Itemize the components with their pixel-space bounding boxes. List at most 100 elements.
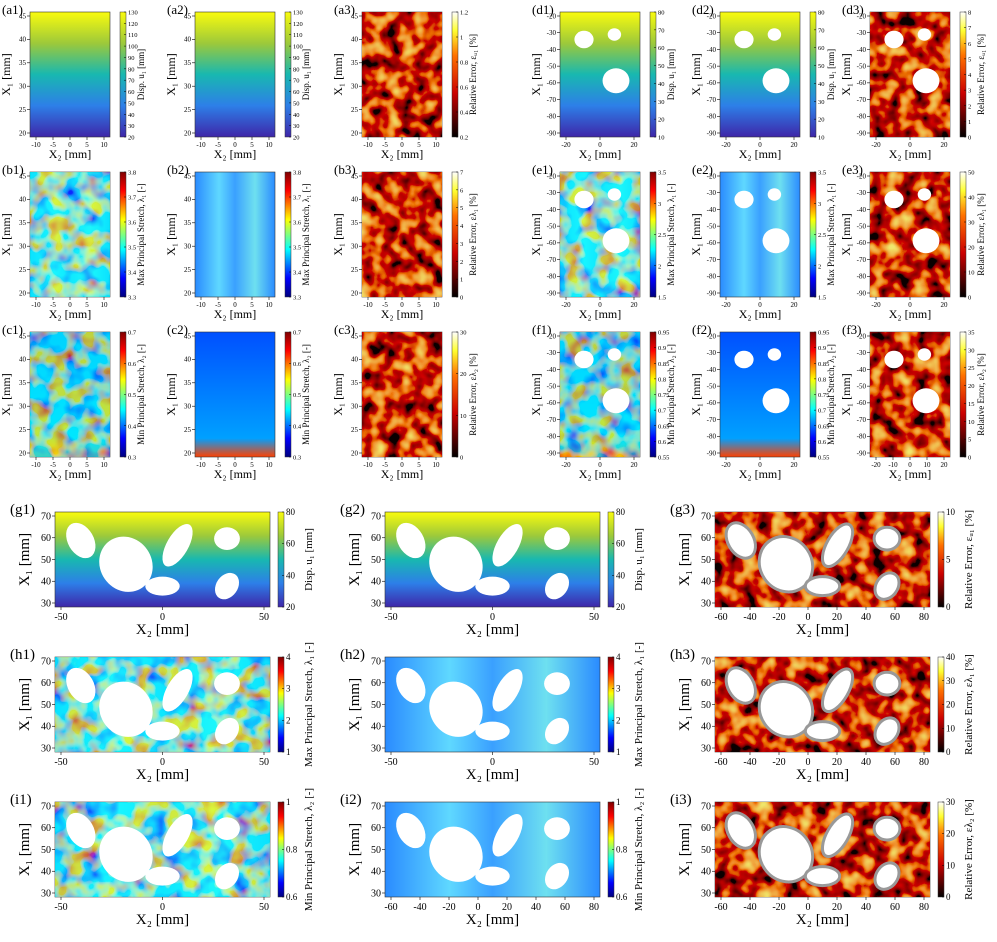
colorbar-tick-label: 3.5	[658, 170, 666, 177]
x-tick-label: -20	[561, 141, 571, 149]
hole	[734, 350, 754, 369]
y-tick-label: -50	[547, 382, 557, 390]
colorbar-tick-label: 70	[293, 78, 300, 85]
colorbar-tick-label: 70	[818, 27, 825, 34]
colorbar	[649, 11, 657, 138]
y-axis-label: X₁ [mm]	[689, 373, 703, 416]
y-axis-label: X₁ [mm]	[331, 53, 345, 96]
colorbar-tick-label: 7	[968, 25, 972, 32]
y-tick-label: -40	[547, 46, 557, 54]
y-tick-label: 40	[371, 867, 381, 878]
y-tick-label: 40	[184, 196, 192, 204]
panel: -20 0 20 -90 -80 -70 -60 -50 -40 -30 -20 X₂ [mm] X₁ …	[529, 162, 676, 321]
colorbar-tick-label: 3	[818, 201, 821, 208]
y-tick-label: -80	[857, 433, 867, 441]
y-tick-label: -90	[547, 449, 557, 457]
colorbar-label: Max Principal Stretch, λ₁ [-]	[666, 183, 676, 285]
colorbar-tick-label: 6	[460, 187, 464, 194]
panel-label: (b1)	[2, 162, 24, 177]
x-tick-label: -10	[196, 461, 206, 469]
colorbar-tick-label: 0.3	[293, 455, 301, 462]
x-tick-label: 20	[791, 461, 799, 469]
colorbar-tick-label: 5	[460, 205, 463, 212]
colorbar-tick-label: 0.55	[658, 455, 669, 462]
colorbar-tick-label: 0.95	[658, 330, 669, 337]
hole	[820, 522, 855, 569]
colorbar-label: Relative Error, ελ₁ [%]	[963, 654, 975, 755]
colorbar	[937, 801, 945, 898]
y-tick-label: 40	[184, 36, 192, 44]
hole	[767, 348, 782, 361]
y-tick-label: -50	[857, 62, 867, 70]
hole	[429, 681, 483, 737]
y-tick-label: 30	[371, 743, 381, 754]
y-tick-label: 50	[371, 700, 381, 711]
y-tick-label: -70	[547, 96, 557, 104]
colorbar-tick-label: 60	[616, 539, 626, 549]
panel-label: (e2)	[692, 162, 713, 177]
colorbar-tick-label: 0.65	[818, 423, 829, 430]
colorbar-tick-label: 80	[818, 10, 825, 17]
x-tick-label: 0	[68, 141, 72, 149]
hole	[820, 667, 855, 714]
y-tick-label: -30	[547, 349, 557, 357]
x-tick-label: 0	[758, 141, 762, 149]
colorbar-tick-label: 20	[286, 602, 296, 612]
y-axis-label: X₁ [mm]	[347, 823, 363, 876]
x-tick-label: -5	[382, 461, 388, 469]
colorbar-tick-label: 40	[946, 652, 956, 662]
colorbar-label: Disp. u₁ [mm]	[666, 49, 676, 100]
x-axis-label: X₂ [mm]	[466, 767, 519, 783]
y-axis-label: X₁ [mm]	[689, 213, 703, 256]
colorbar-label: Min Principal Stretch, λ₂ [-]	[826, 344, 836, 445]
x-tick-label: -50	[54, 757, 67, 768]
x-axis-label: X₂ [mm]	[49, 467, 92, 481]
panel: -50 0 50 30 40 50 60 70 X₂ [mm] X₁ [mm] (i1) 0.6 0.8…	[10, 788, 315, 928]
colorbar-tick-label: 1.5	[818, 295, 826, 302]
x-tick-label: -60	[714, 612, 727, 623]
x-tick-label: -50	[54, 612, 67, 623]
colorbar-tick-label: 30	[946, 676, 956, 686]
colorbar-tick-label: 80	[293, 66, 300, 73]
y-tick-label: 60	[371, 533, 381, 544]
hole	[162, 668, 193, 712]
x-tick-label: -5	[382, 141, 388, 149]
colorbar-tick-label: 90	[293, 55, 300, 62]
colorbar-tick-label: 3.4	[293, 270, 302, 277]
colorbar-tick-label: 30	[293, 123, 300, 130]
colorbar-tick-label: 0	[460, 455, 463, 462]
y-tick-label: -60	[707, 79, 717, 87]
panel-label: (b3)	[334, 162, 356, 177]
colorbar-tick-label: 3.6	[128, 220, 137, 227]
x-tick-label: -60	[714, 902, 727, 913]
colorbar-label: Relative Error, εᵤ₁ [%]	[468, 34, 478, 115]
hole	[917, 28, 932, 41]
x-tick-label: -10	[196, 301, 206, 309]
y-tick-label: 20	[19, 449, 27, 457]
y-tick-label: 70	[41, 656, 51, 667]
y-tick-label: -60	[547, 79, 557, 87]
y-tick-label: 45	[184, 12, 192, 20]
x-tick-label: -40	[743, 757, 756, 768]
colorbar-label: Relative Error, ελ₂ [%]	[976, 353, 986, 435]
colorbar-tick-label: 0.6	[293, 361, 302, 368]
x-axis-label: X₂ [mm]	[889, 147, 932, 161]
colorbar-tick-label: 10	[946, 723, 956, 733]
hole	[607, 28, 622, 41]
colorbar	[277, 656, 285, 753]
y-tick-label: 45	[184, 172, 192, 180]
hole	[214, 817, 240, 840]
x-tick-label: -50	[384, 612, 397, 623]
field-noise	[30, 172, 110, 297]
colorbar-tick-label: 30	[128, 123, 135, 130]
y-tick-label: -80	[547, 433, 557, 441]
colorbar-label: Relative Error, ελ₂ [%]	[468, 353, 478, 435]
x-tick-label: 0	[400, 461, 404, 469]
y-tick-label: 30	[351, 403, 359, 411]
colorbar-tick-label: 0.6	[616, 892, 628, 902]
colorbar-tick-label: 7	[460, 170, 464, 177]
x-tick-label: 10	[101, 141, 109, 149]
colorbar-tick-label: 1	[616, 747, 621, 757]
